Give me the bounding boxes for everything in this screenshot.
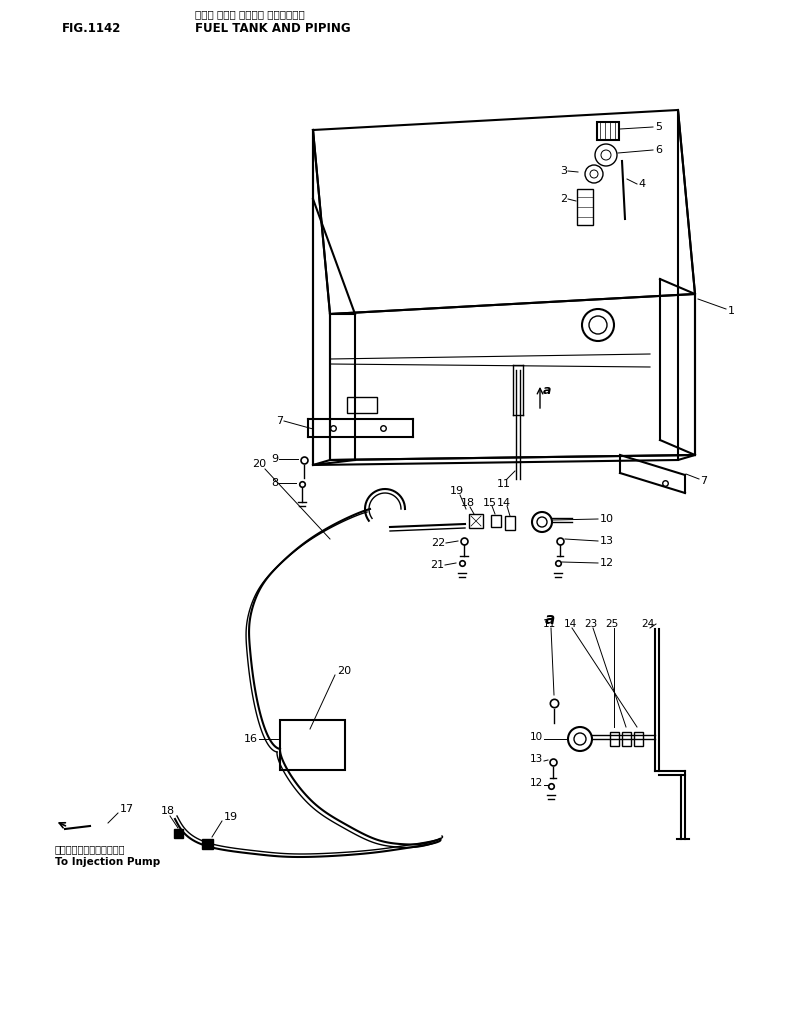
- Circle shape: [568, 727, 592, 751]
- Text: 2: 2: [560, 194, 567, 204]
- Text: 11: 11: [542, 619, 556, 629]
- Text: フェル タンク オヤビー パイピングー: フェル タンク オヤビー パイピングー: [195, 9, 304, 19]
- FancyBboxPatch shape: [280, 720, 345, 770]
- Text: 18: 18: [161, 806, 175, 816]
- Circle shape: [585, 165, 603, 183]
- Circle shape: [532, 512, 552, 532]
- Circle shape: [590, 170, 598, 178]
- FancyBboxPatch shape: [622, 732, 631, 746]
- Circle shape: [574, 733, 586, 745]
- Text: 8: 8: [271, 478, 278, 488]
- FancyBboxPatch shape: [597, 122, 619, 140]
- Text: 24: 24: [642, 619, 654, 629]
- Text: 18: 18: [461, 498, 475, 508]
- Text: 5: 5: [655, 122, 662, 132]
- Text: 21: 21: [430, 560, 444, 570]
- Circle shape: [537, 517, 547, 527]
- Text: 13: 13: [600, 536, 614, 546]
- Text: a: a: [543, 383, 552, 396]
- Text: 23: 23: [584, 619, 598, 629]
- Circle shape: [582, 309, 614, 341]
- Text: インジェクションポンプへ: インジェクションポンプへ: [55, 844, 126, 854]
- FancyBboxPatch shape: [577, 189, 593, 225]
- Text: FUEL TANK AND PIPING: FUEL TANK AND PIPING: [195, 21, 351, 35]
- Text: To Injection Pump: To Injection Pump: [55, 857, 161, 867]
- FancyBboxPatch shape: [347, 397, 377, 413]
- Text: 10: 10: [600, 514, 614, 524]
- Text: 6: 6: [655, 145, 662, 155]
- FancyBboxPatch shape: [505, 516, 515, 530]
- Circle shape: [601, 150, 611, 160]
- Text: 10: 10: [530, 732, 543, 742]
- Circle shape: [595, 144, 617, 166]
- Text: 20: 20: [337, 666, 351, 676]
- Text: a: a: [545, 611, 555, 627]
- Text: 19: 19: [450, 486, 464, 496]
- Text: 14: 14: [564, 619, 576, 629]
- Text: 12: 12: [530, 777, 543, 788]
- FancyBboxPatch shape: [174, 829, 183, 838]
- Text: 11: 11: [497, 479, 511, 489]
- Circle shape: [589, 316, 607, 334]
- FancyBboxPatch shape: [610, 732, 619, 746]
- FancyBboxPatch shape: [202, 839, 213, 849]
- FancyBboxPatch shape: [469, 514, 483, 528]
- Text: 15: 15: [483, 498, 497, 508]
- Text: 25: 25: [605, 619, 619, 629]
- Text: 20: 20: [252, 459, 266, 469]
- Text: 7: 7: [700, 476, 707, 486]
- Text: 4: 4: [638, 179, 645, 189]
- Text: 12: 12: [600, 558, 614, 568]
- Text: 9: 9: [271, 454, 278, 464]
- Text: 13: 13: [530, 754, 543, 764]
- Text: 19: 19: [224, 812, 238, 822]
- Text: 1: 1: [728, 306, 735, 316]
- Text: 14: 14: [497, 498, 511, 508]
- FancyBboxPatch shape: [634, 732, 643, 746]
- Text: 22: 22: [431, 538, 445, 548]
- Text: 16: 16: [244, 734, 258, 744]
- Text: 17: 17: [120, 804, 134, 814]
- Text: FIG.1142: FIG.1142: [62, 21, 122, 35]
- FancyBboxPatch shape: [491, 515, 501, 527]
- Text: 7: 7: [276, 416, 283, 426]
- Text: 3: 3: [560, 166, 567, 176]
